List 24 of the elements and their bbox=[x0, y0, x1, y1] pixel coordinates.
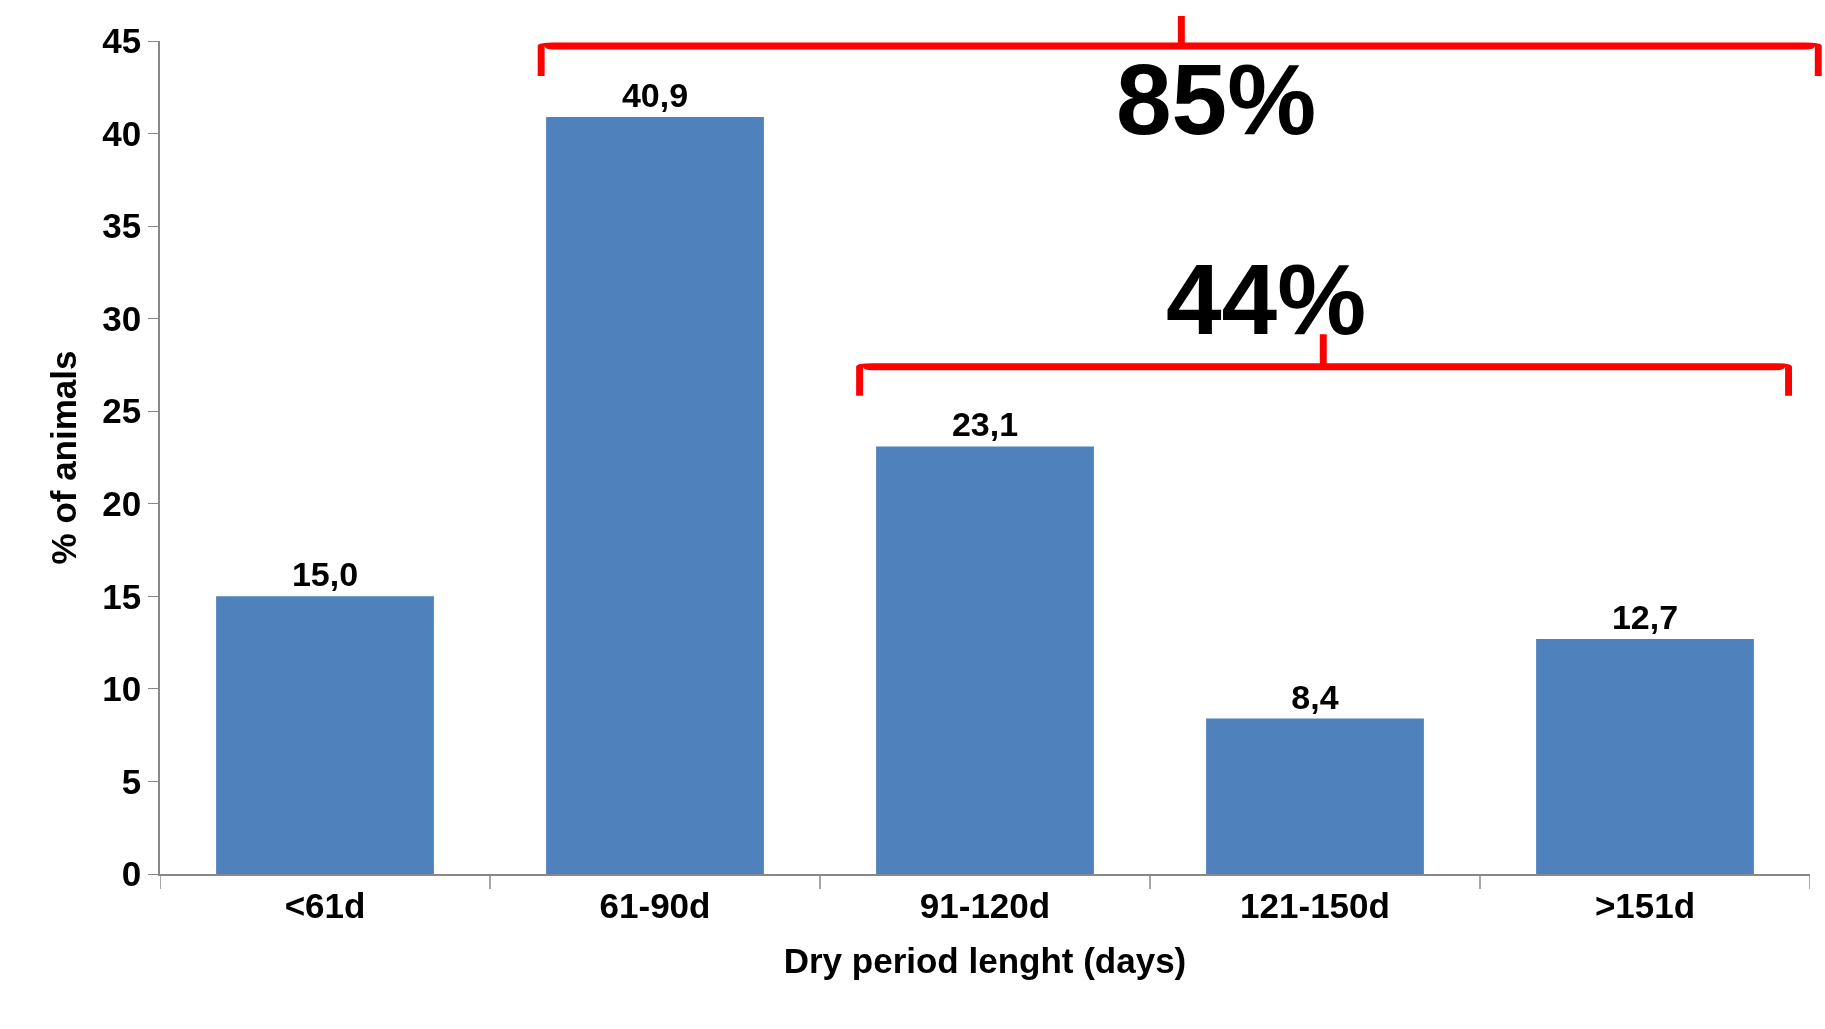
y-tick-label: 45 bbox=[102, 21, 142, 61]
data-label: 15,0 bbox=[291, 555, 359, 594]
x-tick-label: 61-90d bbox=[599, 885, 711, 925]
y-tick-label: 35 bbox=[102, 206, 142, 246]
y-tick-label: 10 bbox=[102, 669, 142, 709]
x-axis-title: Dry period lenght (days) bbox=[783, 941, 1187, 981]
data-label: 8,4 bbox=[1291, 677, 1339, 716]
y-axis-title: % of animals bbox=[44, 350, 84, 565]
data-label: 12,7 bbox=[1611, 597, 1679, 636]
y-tick-label: 20 bbox=[102, 484, 142, 524]
y-tick-label: 30 bbox=[102, 298, 142, 338]
x-tick-label: >151d bbox=[1594, 885, 1696, 925]
annotation: 44% bbox=[1166, 243, 1367, 355]
annotation: 85% bbox=[1116, 43, 1317, 155]
y-tick-label: 5 bbox=[121, 761, 142, 801]
y-tick-label: 15 bbox=[102, 576, 142, 616]
data-label: 40,9 bbox=[621, 75, 689, 114]
y-tick-label: 0 bbox=[121, 854, 142, 894]
x-tick-label: <61d bbox=[284, 885, 366, 925]
x-tick-label: 91-120d bbox=[919, 885, 1051, 925]
y-tick-label: 25 bbox=[102, 391, 142, 431]
y-tick-label: 40 bbox=[102, 113, 142, 153]
x-tick-label: 121-150d bbox=[1240, 885, 1390, 925]
data-label: 23,1 bbox=[951, 405, 1019, 444]
